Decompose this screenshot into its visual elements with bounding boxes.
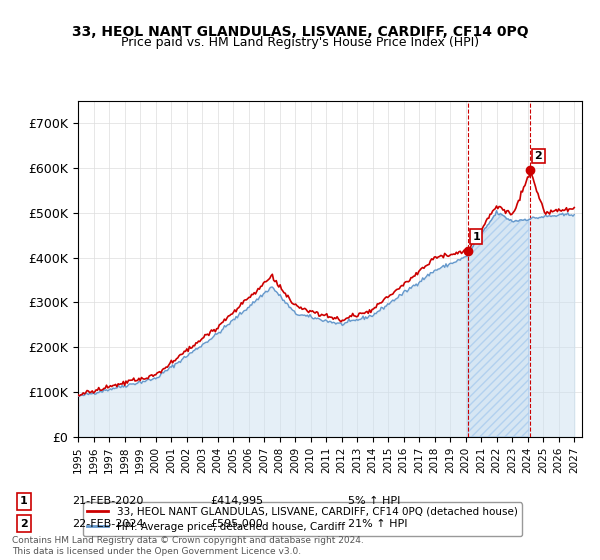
Text: 2: 2 [535,151,542,161]
Text: 1: 1 [20,496,28,506]
Text: 21% ↑ HPI: 21% ↑ HPI [348,519,407,529]
Text: Contains HM Land Registry data © Crown copyright and database right 2024.
This d: Contains HM Land Registry data © Crown c… [12,536,364,556]
Text: 22-FEB-2024: 22-FEB-2024 [72,519,143,529]
Legend: 33, HEOL NANT GLANDULAS, LISVANE, CARDIFF, CF14 0PQ (detached house), HPI: Avera: 33, HEOL NANT GLANDULAS, LISVANE, CARDIF… [83,502,521,536]
Text: 2: 2 [20,519,28,529]
Text: Price paid vs. HM Land Registry's House Price Index (HPI): Price paid vs. HM Land Registry's House … [121,36,479,49]
Text: £414,995: £414,995 [210,496,263,506]
Text: 21-FEB-2020: 21-FEB-2020 [72,496,143,506]
Text: £595,000: £595,000 [210,519,263,529]
Text: 1: 1 [472,232,480,242]
Text: 5% ↑ HPI: 5% ↑ HPI [348,496,400,506]
Text: 33, HEOL NANT GLANDULAS, LISVANE, CARDIFF, CF14 0PQ: 33, HEOL NANT GLANDULAS, LISVANE, CARDIF… [71,25,529,39]
